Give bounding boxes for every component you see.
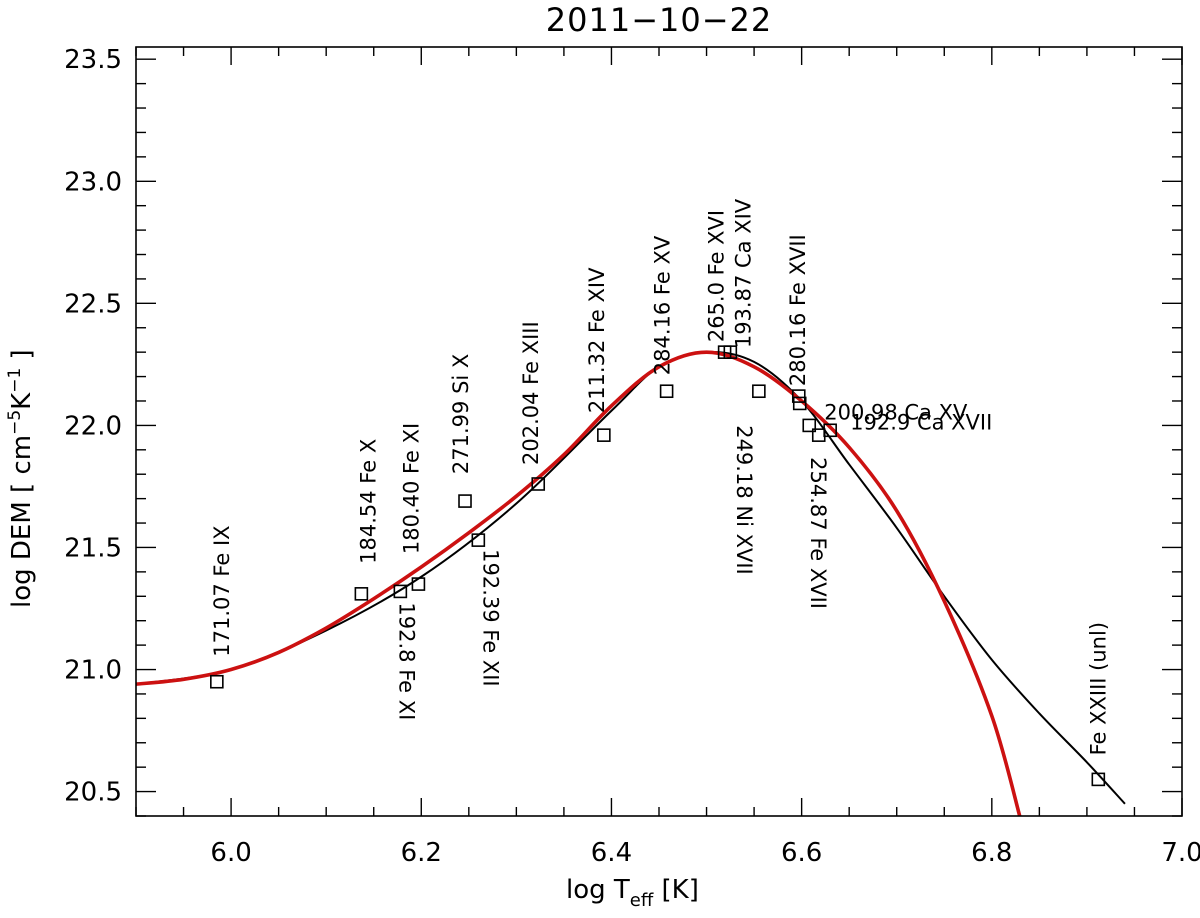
y-axis-label-sup2: −1 xyxy=(5,368,25,393)
y-tick-label: 23.5 xyxy=(64,45,122,75)
data-point-marker xyxy=(659,384,674,399)
y-tick-label: 23.0 xyxy=(64,167,122,197)
line-label: Fe XXIII (unl) xyxy=(1086,622,1110,755)
series-line-red xyxy=(136,350,1022,816)
chart-title: 2011−10−22 xyxy=(546,1,773,39)
line-label: 271.99 Si X xyxy=(449,354,473,474)
y-axis-label-mid: K xyxy=(7,392,37,410)
data-point-marker xyxy=(471,533,486,547)
y-tick-label: 21.0 xyxy=(64,656,122,686)
data-point-marker xyxy=(393,584,408,599)
x-tick-label: 6.2 xyxy=(401,838,442,868)
x-tick-label: 6.4 xyxy=(591,838,632,868)
x-tick-label: 7.0 xyxy=(1161,838,1200,868)
line-label: 192.39 Fe XII xyxy=(478,549,502,686)
data-point-marker xyxy=(411,577,426,591)
plot-labels: 171.07 Fe IX 184.54 Fe X 192.8 Fe XI 180.40… xyxy=(210,198,1110,755)
data-point-marker xyxy=(597,428,611,442)
line-label: 284.16 Fe XV xyxy=(651,235,675,375)
line-label: 192.8 Fe XI xyxy=(394,602,418,720)
x-tick-label: 6.6 xyxy=(781,838,822,868)
data-point-marker xyxy=(458,494,472,508)
x-tick-label: 6.0 xyxy=(210,838,251,868)
data-point-marker xyxy=(752,384,766,399)
x-axis-label: log Teff [K] xyxy=(566,875,699,911)
data-point-marker xyxy=(354,587,369,601)
data-point-marker xyxy=(791,389,806,403)
line-label: 211.32 Fe XIV xyxy=(585,267,609,413)
line-label: 280.16 Fe XVII xyxy=(786,234,810,386)
data-point-marker xyxy=(723,345,738,359)
line-label: 192.9 Ca XVII xyxy=(850,410,992,434)
y-tick-label: 22.0 xyxy=(64,411,122,441)
series-line-black xyxy=(136,351,1126,805)
x-axis-label-subscript: eff xyxy=(630,890,654,911)
line-label: 265.0 Fe XVI xyxy=(705,210,729,342)
y-axis-label-suffix: ] xyxy=(7,349,37,367)
y-tick-label: 20.5 xyxy=(64,778,122,808)
line-label: 254.87 Fe XVII xyxy=(806,457,830,609)
line-label: 193.87 Ca XIV xyxy=(731,198,755,348)
data-point-marker xyxy=(531,477,546,491)
line-label: 180.40 Fe XI xyxy=(399,423,423,554)
y-axis-label-sup1: −5 xyxy=(5,410,25,435)
line-label: 184.54 Fe X xyxy=(356,439,380,564)
data-point-marker xyxy=(1091,772,1106,787)
x-axis-label-suffix: [K] xyxy=(653,875,699,905)
y-tick-label: 22.5 xyxy=(64,289,122,319)
data-point-marker xyxy=(792,396,807,411)
line-label: 171.07 Fe IX xyxy=(210,525,234,656)
line-label: 200.98 Ca XV xyxy=(824,400,968,424)
data-point-marker xyxy=(802,418,817,433)
data-point-marker xyxy=(823,423,837,438)
x-tick-labels: 6.0 6.2 6.4 6.6 6.8 7.0 xyxy=(210,838,1200,868)
line-label: 202.04 Fe XIII xyxy=(519,321,543,465)
y-axis-label-prefix: log DEM [ cm xyxy=(7,435,37,608)
axis-ticks xyxy=(135,47,1183,817)
y-tick-label: 21.5 xyxy=(64,533,122,563)
data-point-marker xyxy=(210,674,224,689)
y-axis-label: log DEM [ cm−5K−1 ] xyxy=(5,349,37,608)
plot-curves xyxy=(136,350,1126,816)
line-label: 249.18 Ni XVII xyxy=(732,425,756,575)
plot-markers xyxy=(210,345,1106,787)
y-tick-labels: 20.5 21.0 21.5 22.0 22.5 23.0 23.5 xyxy=(64,45,122,807)
x-axis-label-prefix: log T xyxy=(566,875,630,905)
x-tick-label: 6.8 xyxy=(971,838,1012,868)
